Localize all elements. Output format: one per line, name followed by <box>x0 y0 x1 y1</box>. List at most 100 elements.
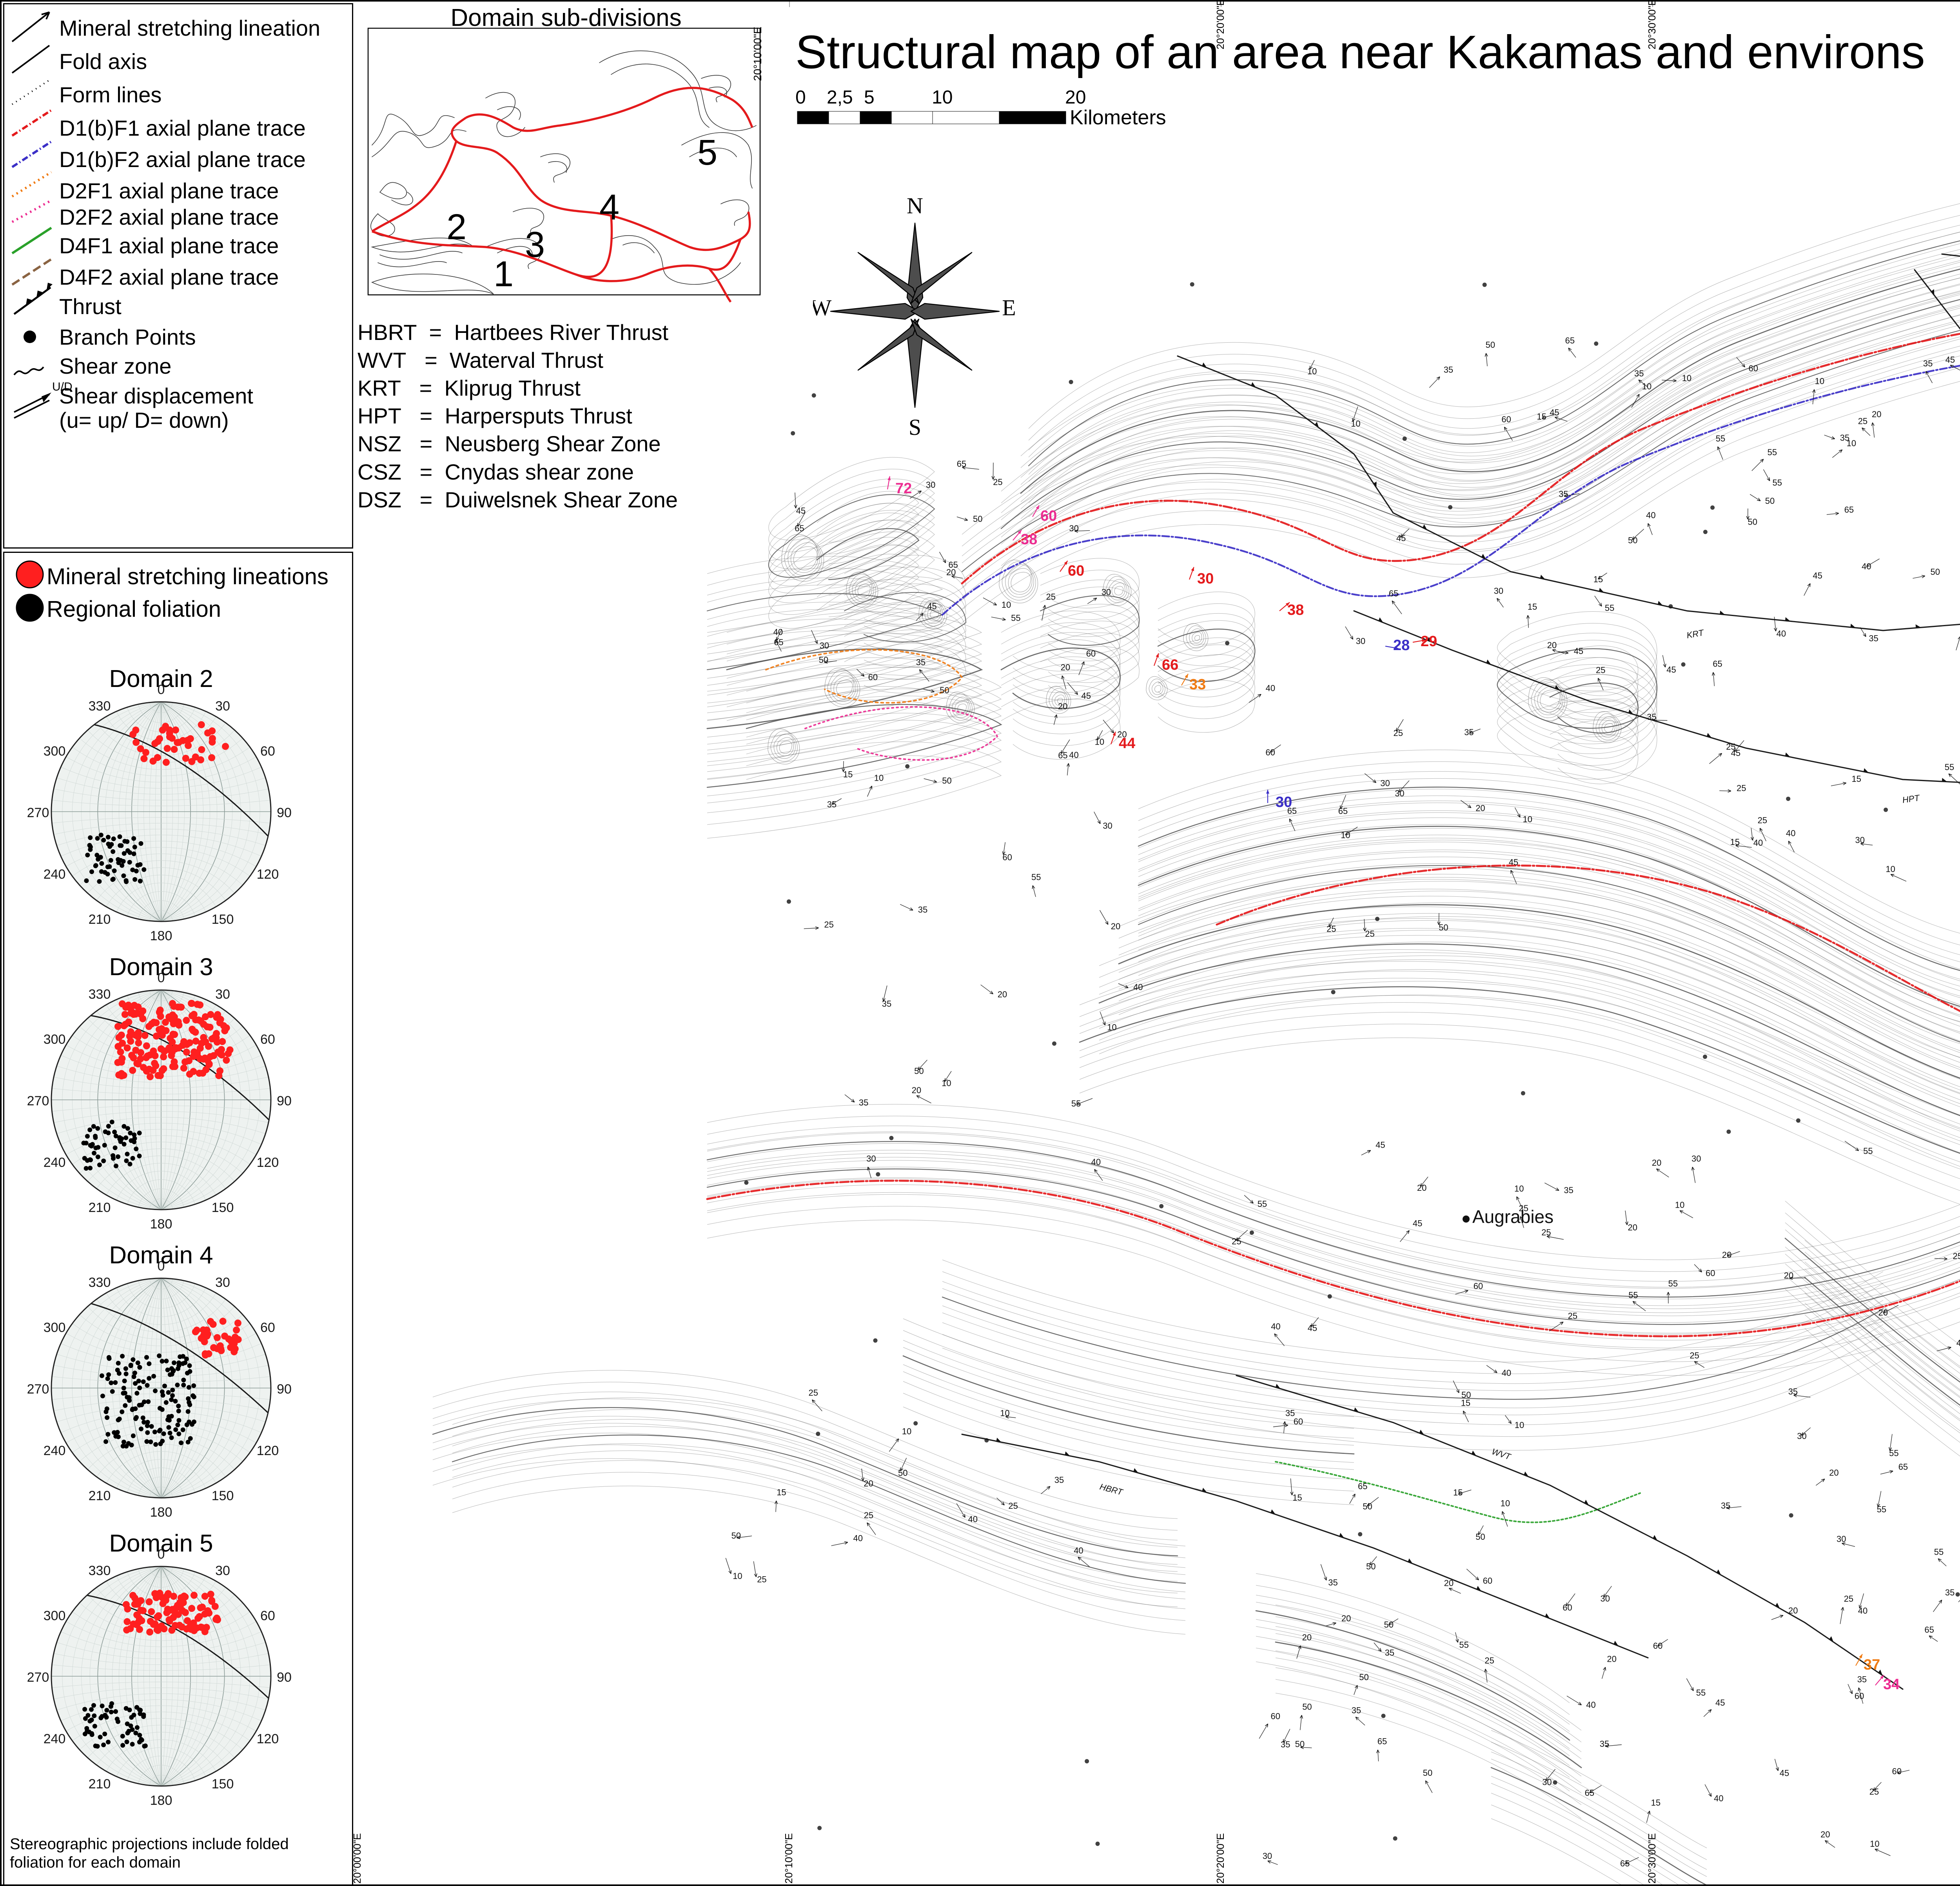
svg-text:10: 10 <box>874 773 884 783</box>
svg-text:210: 210 <box>89 1777 111 1792</box>
svg-text:D2F1 axial plane trace: D2F1 axial plane trace <box>59 178 279 203</box>
svg-text:35: 35 <box>1559 489 1568 499</box>
svg-text:20: 20 <box>1061 663 1070 672</box>
svg-text:WVT: WVT <box>1490 1446 1512 1462</box>
svg-text:30: 30 <box>1263 1851 1272 1861</box>
svg-text:20: 20 <box>1820 1830 1830 1839</box>
svg-text:30: 30 <box>1380 778 1390 788</box>
svg-text:40: 40 <box>1777 629 1786 639</box>
svg-text:20: 20 <box>1878 1308 1888 1317</box>
svg-text:240: 240 <box>44 1732 66 1746</box>
svg-text:40: 40 <box>1858 1606 1867 1615</box>
svg-text:30: 30 <box>866 1154 876 1164</box>
svg-text:50: 50 <box>1628 536 1637 545</box>
svg-text:50: 50 <box>1359 1672 1368 1682</box>
svg-text:Shear zone: Shear zone <box>59 354 171 378</box>
svg-text:40: 40 <box>1753 838 1763 848</box>
svg-text:35: 35 <box>1721 1501 1730 1511</box>
svg-text:55: 55 <box>1716 434 1725 443</box>
svg-text:60: 60 <box>1501 414 1511 424</box>
svg-text:10: 10 <box>1886 864 1895 874</box>
svg-text:50: 50 <box>731 1531 741 1541</box>
svg-text:40: 40 <box>1862 561 1871 571</box>
svg-text:65: 65 <box>1898 1462 1908 1472</box>
svg-text:25: 25 <box>1690 1351 1699 1361</box>
svg-text:55: 55 <box>1031 872 1041 882</box>
svg-text:28: 28 <box>1393 637 1410 654</box>
svg-text:40: 40 <box>773 627 783 637</box>
svg-text:60: 60 <box>1706 1268 1715 1278</box>
svg-text:45: 45 <box>1813 571 1822 581</box>
svg-text:65: 65 <box>957 459 966 469</box>
svg-text:20: 20 <box>1417 1183 1426 1193</box>
svg-text:10: 10 <box>1682 373 1691 383</box>
svg-text:38: 38 <box>1287 602 1304 618</box>
svg-text:25: 25 <box>1726 742 1735 752</box>
svg-text:Branch Points: Branch Points <box>59 325 196 349</box>
svg-text:50: 50 <box>973 514 982 524</box>
svg-text:40: 40 <box>1133 982 1143 992</box>
svg-text:60: 60 <box>1563 1603 1572 1612</box>
svg-text:45: 45 <box>1509 857 1518 867</box>
svg-text:65: 65 <box>1389 589 1398 598</box>
svg-text:35: 35 <box>1788 1387 1798 1397</box>
svg-text:30: 30 <box>1601 1594 1610 1604</box>
svg-text:20: 20 <box>1058 701 1067 711</box>
svg-text:15: 15 <box>1730 837 1740 847</box>
svg-text:10: 10 <box>942 1078 951 1088</box>
svg-text:25: 25 <box>1953 1251 1960 1261</box>
svg-text:20: 20 <box>1788 1606 1798 1615</box>
svg-text:30: 30 <box>926 480 935 490</box>
svg-text:D2F2 axial plane trace: D2F2 axial plane trace <box>59 205 279 229</box>
svg-text:35: 35 <box>1600 1739 1609 1749</box>
svg-text:KRT: KRT <box>1686 627 1705 640</box>
svg-text:30: 30 <box>1356 636 1365 646</box>
svg-text:35: 35 <box>1840 433 1849 443</box>
svg-text:40: 40 <box>1091 1157 1101 1167</box>
svg-text:10: 10 <box>1515 1420 1524 1430</box>
svg-text:60: 60 <box>1271 1711 1280 1721</box>
svg-text:50: 50 <box>1363 1502 1372 1512</box>
svg-text:55: 55 <box>1945 762 1954 772</box>
svg-text:30: 30 <box>1197 571 1214 587</box>
svg-text:50: 50 <box>1486 340 1495 350</box>
svg-text:Mineral stretching lineation: Mineral stretching lineation <box>59 16 320 40</box>
svg-text:270: 270 <box>27 1670 49 1685</box>
svg-text:20: 20 <box>1341 1613 1351 1623</box>
svg-text:20: 20 <box>1444 1578 1454 1588</box>
svg-text:45: 45 <box>1082 691 1091 701</box>
svg-text:55: 55 <box>1889 1448 1898 1458</box>
svg-text:60: 60 <box>1855 1691 1864 1701</box>
svg-text:Fold axis: Fold axis <box>59 49 147 74</box>
svg-text:10: 10 <box>902 1426 911 1436</box>
svg-text:60: 60 <box>1653 1641 1662 1651</box>
svg-text:38: 38 <box>1021 531 1037 548</box>
svg-text:10: 10 <box>733 1571 742 1581</box>
svg-text:D1(b)F1 axial plane trace: D1(b)F1 axial plane trace <box>59 116 306 140</box>
svg-text:60: 60 <box>1265 748 1275 758</box>
svg-text:66: 66 <box>1162 657 1178 673</box>
svg-text:25: 25 <box>1485 1656 1494 1666</box>
svg-text:35: 35 <box>1647 712 1656 722</box>
svg-text:25: 25 <box>1596 665 1605 675</box>
svg-text:15: 15 <box>1651 1798 1661 1808</box>
svg-text:20: 20 <box>1784 1271 1793 1281</box>
svg-text:30: 30 <box>1494 586 1503 596</box>
svg-text:65: 65 <box>1058 750 1067 760</box>
svg-text:25: 25 <box>1737 783 1746 793</box>
svg-text:40: 40 <box>853 1534 863 1543</box>
svg-text:180: 180 <box>150 1793 172 1808</box>
svg-text:10: 10 <box>1341 830 1350 840</box>
svg-text:Mineral stretching lineations: Mineral stretching lineations <box>47 564 328 589</box>
svg-text:10: 10 <box>1107 1023 1116 1032</box>
svg-text:60: 60 <box>1002 852 1012 862</box>
svg-text:45: 45 <box>1666 665 1676 674</box>
svg-text:10: 10 <box>1514 1184 1524 1194</box>
svg-text:25: 25 <box>1046 592 1056 601</box>
svg-text:25: 25 <box>1008 1501 1018 1511</box>
svg-text:15: 15 <box>1852 774 1861 784</box>
svg-text:40: 40 <box>1271 1322 1280 1332</box>
svg-text:40: 40 <box>1956 1338 1960 1348</box>
svg-text:25: 25 <box>1844 1594 1853 1604</box>
svg-text:10: 10 <box>1523 814 1532 824</box>
